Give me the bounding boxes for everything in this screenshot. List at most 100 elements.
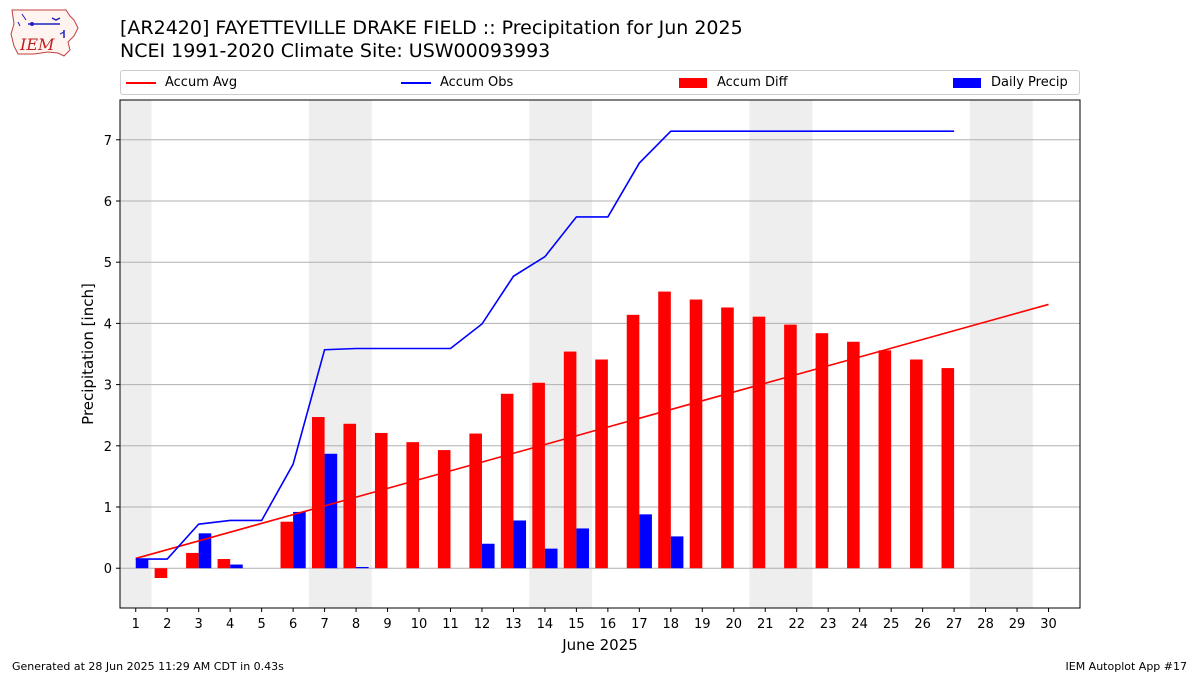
line-accum-avg xyxy=(135,303,1049,560)
legend-label-accum-obs: Accum Obs xyxy=(440,75,514,90)
bar-accum-diff xyxy=(437,450,451,569)
x-tick-label: 23 xyxy=(820,617,837,632)
x-tick-label: 10 xyxy=(411,617,428,632)
bar-accum-diff xyxy=(312,417,325,569)
bar-accum-diff xyxy=(658,291,671,569)
y-tick-label: 1 xyxy=(104,501,112,516)
plot-frame xyxy=(119,99,1081,609)
x-tick-label: 3 xyxy=(195,617,203,632)
x-tick-label: 16 xyxy=(600,617,617,632)
x-axis-label: June 2025 xyxy=(561,636,638,654)
x-tick-label: 6 xyxy=(289,617,297,632)
x-tick-label: 1 xyxy=(132,617,140,632)
bar-accum-diff xyxy=(847,341,860,569)
x-tick-label: 15 xyxy=(568,617,585,632)
legend-swatch-accum-diff xyxy=(679,77,707,88)
bar-accum-diff xyxy=(154,568,168,579)
y-tick-label: 5 xyxy=(104,256,112,271)
x-tick-label: 29 xyxy=(1009,617,1026,632)
legend-item-accum-avg: Accum Avg xyxy=(126,71,237,94)
bar-daily-precip xyxy=(576,528,589,569)
legend-label-accum-diff: Accum Diff xyxy=(717,75,788,90)
chart-subtitle: NCEI 1991-2020 Climate Site: USW00093993 xyxy=(120,40,551,62)
bar-accum-diff xyxy=(752,316,766,569)
x-tick-label: 17 xyxy=(631,617,648,632)
iem-logo: IEM xyxy=(10,9,79,57)
y-tick-label: 4 xyxy=(104,317,112,332)
bar-daily-precip xyxy=(230,564,243,569)
bar-accum-diff xyxy=(469,433,482,569)
x-tick-label: 19 xyxy=(694,617,711,632)
legend-swatch-daily-precip xyxy=(953,77,981,88)
bar-accum-diff xyxy=(563,351,577,569)
weekend-shading xyxy=(120,100,1033,608)
bar-accum-diff xyxy=(406,442,420,569)
bar-accum-diff xyxy=(721,307,734,569)
logo-text: IEM xyxy=(19,35,55,54)
x-tick-label: 14 xyxy=(537,617,554,632)
line-accum-obs xyxy=(135,130,955,560)
y-tick-label: 3 xyxy=(104,379,112,394)
y-axis-label: Precipitation [inch] xyxy=(79,283,97,425)
x-tick-label: 4 xyxy=(226,617,234,632)
bar-daily-precip xyxy=(293,511,306,569)
lines xyxy=(135,130,1049,560)
legend-item-accum-obs: Accum Obs xyxy=(401,71,513,94)
x-tick-label: 8 xyxy=(352,617,360,632)
x-tick-label: 27 xyxy=(946,617,963,632)
bar-daily-precip xyxy=(639,514,652,569)
bar-accum-diff xyxy=(343,423,357,569)
y-tick-label: 2 xyxy=(104,440,112,455)
bar-daily-precip xyxy=(481,543,495,569)
bar-daily-precip xyxy=(198,533,212,569)
x-tick-label: 9 xyxy=(383,617,391,632)
x-tick-label: 2 xyxy=(163,617,171,632)
y-tick-label: 0 xyxy=(104,562,112,577)
bar-accum-diff xyxy=(689,299,703,569)
x-tick-label: 25 xyxy=(883,617,900,632)
axes xyxy=(119,99,1081,609)
legend: Accum Avg Accum Obs Accum Diff Daily Pre… xyxy=(120,70,1080,95)
x-tick-label: 28 xyxy=(977,617,994,632)
bar-accum-diff xyxy=(941,368,955,569)
x-tick-label: 30 xyxy=(1040,617,1057,632)
weekend-shade xyxy=(969,100,1033,608)
bar-accum-diff xyxy=(595,359,608,569)
bar-accum-diff xyxy=(784,324,797,569)
legend-item-accum-diff: Accum Diff xyxy=(679,71,788,94)
bar-accum-diff xyxy=(910,359,923,569)
y-tick-label: 6 xyxy=(104,195,112,210)
bar-daily-precip xyxy=(544,548,558,569)
weekend-shade xyxy=(120,100,152,608)
legend-label-accum-avg: Accum Avg xyxy=(165,75,238,90)
legend-swatch-accum-obs xyxy=(401,81,431,84)
bar-daily-precip xyxy=(356,566,369,569)
legend-swatch-accum-avg xyxy=(126,81,156,84)
footer-app: IEM Autoplot App #17 xyxy=(1065,660,1188,673)
bar-accum-diff xyxy=(186,552,199,569)
x-tick-label: 21 xyxy=(757,617,774,632)
x-tick-label: 26 xyxy=(914,617,931,632)
legend-label-daily-precip: Daily Precip xyxy=(991,75,1068,90)
bar-accum-diff xyxy=(878,350,892,569)
bar-daily-precip xyxy=(670,536,684,569)
bar-accum-diff xyxy=(217,559,231,569)
x-tick-label: 13 xyxy=(505,617,522,632)
bar-daily-precip xyxy=(135,559,149,569)
legend-item-daily-precip: Daily Precip xyxy=(953,71,1068,94)
chart-title: [AR2420] FAYETTEVILLE DRAKE FIELD :: Pre… xyxy=(120,17,743,39)
bar-daily-precip xyxy=(513,520,527,569)
bar-accum-diff xyxy=(500,393,514,569)
bars xyxy=(135,291,955,579)
x-tick-label: 11 xyxy=(442,617,459,632)
y-tick-label: 7 xyxy=(104,134,112,149)
bar-daily-precip xyxy=(324,453,338,569)
x-tick-label: 12 xyxy=(474,617,491,632)
x-tick-label: 24 xyxy=(851,617,868,632)
bar-accum-diff xyxy=(374,432,388,569)
x-tick-label: 5 xyxy=(257,617,265,632)
x-tick-label: 7 xyxy=(320,617,328,632)
footer-generated: Generated at 28 Jun 2025 11:29 AM CDT in… xyxy=(12,660,284,673)
